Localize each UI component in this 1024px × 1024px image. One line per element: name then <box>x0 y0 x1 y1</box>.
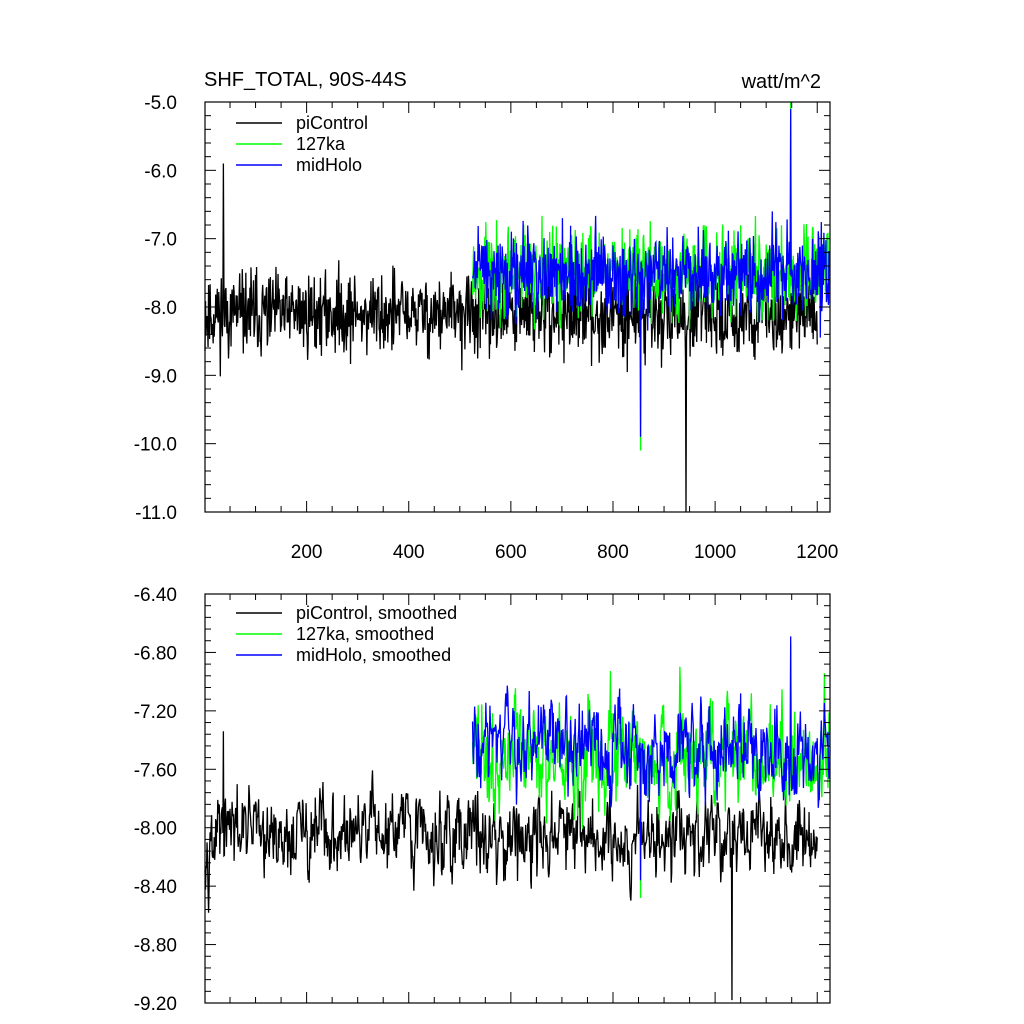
legend-label: midHolo <box>296 155 362 175</box>
y-tick-label: -8.00 <box>134 819 177 840</box>
y-tick-label: -11.0 <box>135 503 177 524</box>
x-tick-label: 1000 <box>694 542 736 563</box>
legend-label: 127ka, smoothed <box>296 624 434 644</box>
y-tick-label: -8.40 <box>134 877 177 898</box>
y-tick-label: -7.0 <box>144 230 177 251</box>
series-line-1 <box>204 731 818 1001</box>
x-tick-label: 600 <box>495 542 527 563</box>
legend-label: piControl <box>296 113 368 133</box>
y-tick-label: -8.0 <box>144 298 177 319</box>
y-tick-label: -5.0 <box>144 93 177 114</box>
x-tick-label: 1200 <box>796 542 838 563</box>
y-tick-label: -7.60 <box>134 760 177 781</box>
legend-label: piControl, smoothed <box>296 603 457 623</box>
top-panel-series <box>204 101 831 513</box>
bottom-panel-axes: -6.40 -6.80 -7.20 -7.60 -8.00 -8.40 -8.80 -9.20 <box>134 585 831 1015</box>
y-tick-label: -7.20 <box>134 702 177 723</box>
top-panel-units: watt/m^2 <box>741 71 821 93</box>
y-tick-label: -9.0 <box>144 366 177 387</box>
top-panel-title: SHF_TOTAL, 90S-44S <box>204 69 407 91</box>
series-line-1 <box>204 163 818 513</box>
series-line-3 <box>471 636 831 881</box>
series-line-3 <box>471 108 831 437</box>
legend-label: midHolo, smoothed <box>296 645 451 665</box>
y-tick-label: -6.40 <box>134 585 177 606</box>
top-panel: SHF_TOTAL, 90S-44S watt/m^2 200 400 600 800… <box>134 69 839 563</box>
top-panel-axes: 200 400 600 800 1000 1200 -5.0 -6.0 -7.0 -8.0 -9.0… <box>134 93 839 563</box>
y-tick-label: -6.0 <box>144 161 177 182</box>
legend-label: 127ka <box>296 134 346 154</box>
y-tick-label: -6.80 <box>134 643 177 664</box>
y-tick-label: -10.0 <box>134 435 177 456</box>
plot-frame <box>204 593 831 1004</box>
bottom-panel-series <box>204 636 831 1001</box>
x-tick-label: 200 <box>291 542 323 563</box>
y-tick-label: -9.20 <box>134 994 177 1015</box>
x-tick-label: 800 <box>597 542 629 563</box>
bottom-panel: -6.40 -6.80 -7.20 -7.60 -8.00 -8.40 -8.80 -9.20… <box>134 585 831 1015</box>
y-tick-label: -8.80 <box>134 936 177 957</box>
x-tick-label: 400 <box>393 542 425 563</box>
